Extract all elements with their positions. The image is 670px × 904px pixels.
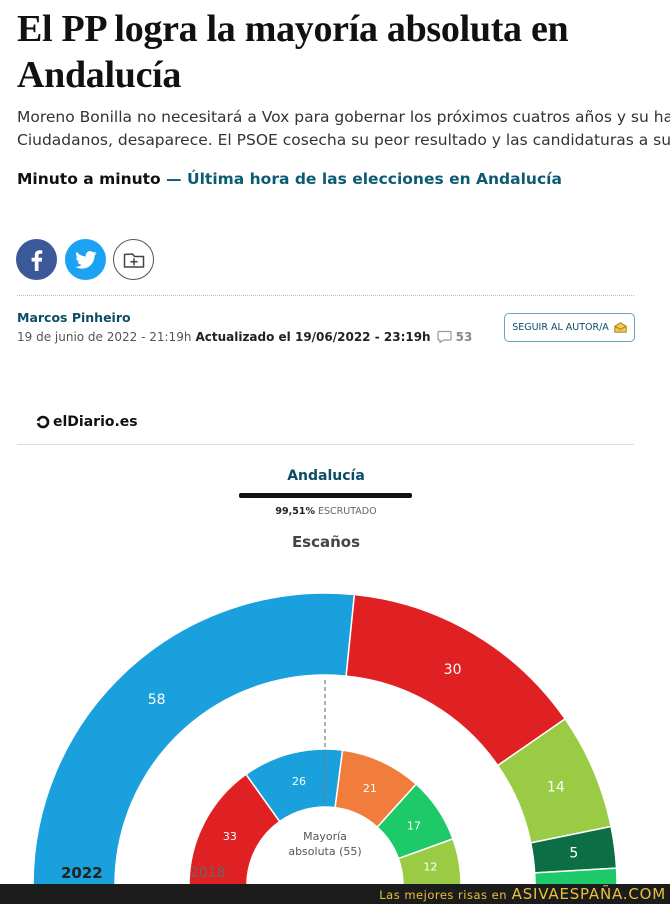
scrutiny-label: ESCRUTADO: [318, 506, 377, 517]
year-current-label[interactable]: 2022: [61, 864, 103, 882]
scrutiny-value: 99,51%: [275, 506, 315, 517]
article-title: El PP logra la mayoría absoluta en Andal…: [17, 8, 569, 96]
follow-author-button[interactable]: SEGUIR AL AUTOR/A: [504, 313, 635, 342]
seats-chart: 58 30 14 5 33 26 21 17 12 Mayoría absoluta (55): [32, 592, 618, 884]
seat-segment[interactable]: [397, 837, 462, 884]
twitter-share-button[interactable]: [65, 239, 106, 280]
seat-label: 33: [223, 830, 237, 843]
seat-label: 12: [423, 861, 437, 874]
scrutiny-status: 99,51% ESCRUTADO: [240, 506, 412, 517]
article-meta: 19 de junio de 2022 - 21:19h Actualizado…: [17, 330, 472, 344]
chart-2022: 58 30 14 5: [32, 592, 618, 884]
seat-label: 30: [444, 662, 462, 678]
publish-date: 19 de junio de 2022 - 21:19h: [17, 330, 192, 344]
seat-label: 14: [547, 779, 565, 795]
eldiario-logo-icon: [36, 415, 50, 429]
seat-label: 5: [569, 846, 578, 862]
article-subtitle: Moreno Bonilla no necesitará a Vox para …: [17, 106, 670, 152]
divider: [17, 444, 634, 445]
seat-label: 21: [363, 782, 377, 795]
seat-segment[interactable]: [32, 592, 356, 884]
comment-icon: [437, 330, 452, 344]
subtitle-line: Moreno Bonilla no necesitará a Vox para …: [17, 108, 670, 126]
watermark-prefix: Las mejores risas en: [379, 888, 508, 902]
year-previous-label[interactable]: 2018: [190, 865, 226, 881]
majority-label: absoluta (55): [288, 845, 361, 858]
region-tab-indicator: [239, 493, 412, 498]
save-folder-icon: [123, 252, 144, 268]
twitter-icon: [74, 250, 97, 269]
live-prefix: Minuto a minuto: [17, 170, 161, 188]
seat-label: 26: [292, 775, 306, 788]
follow-label: SEGUIR AL AUTOR/A: [512, 322, 609, 333]
envelope-icon: [614, 322, 627, 333]
chart-title: Escaños: [291, 533, 361, 551]
save-article-button[interactable]: [113, 239, 154, 280]
facebook-icon: [31, 249, 42, 271]
seat-segment[interactable]: [533, 867, 618, 884]
facebook-share-button[interactable]: [16, 239, 57, 280]
updated-date: Actualizado el 19/06/2022 - 23:19h: [195, 330, 431, 344]
live-link[interactable]: — Última hora de las elecciones en Andal…: [166, 170, 562, 188]
brand-name: elDiario.es: [53, 414, 138, 430]
seat-label: 58: [148, 692, 166, 708]
chart-2018: 33 26 21 17 12: [188, 748, 462, 884]
brand-logo: elDiario.es: [36, 414, 138, 430]
seat-segment[interactable]: [345, 593, 567, 767]
subtitle-line: Ciudadanos, desaparece. El PSOE cosecha …: [17, 131, 670, 149]
seat-label: 17: [407, 819, 421, 832]
divider: [17, 295, 634, 296]
watermark-site: ASIVAESPAÑA.COM: [511, 885, 666, 903]
live-coverage: Minuto a minuto — Última hora de las ele…: [17, 170, 562, 188]
watermark-footer: Las mejores risas en ASIVAESPAÑA.COM: [0, 884, 670, 904]
comments-link[interactable]: 53: [437, 330, 473, 344]
majority-label: Mayoría: [303, 830, 347, 843]
comments-count: 53: [455, 330, 473, 344]
region-tab[interactable]: Andalucía: [287, 468, 365, 484]
author-name[interactable]: Marcos Pinheiro: [17, 310, 131, 325]
